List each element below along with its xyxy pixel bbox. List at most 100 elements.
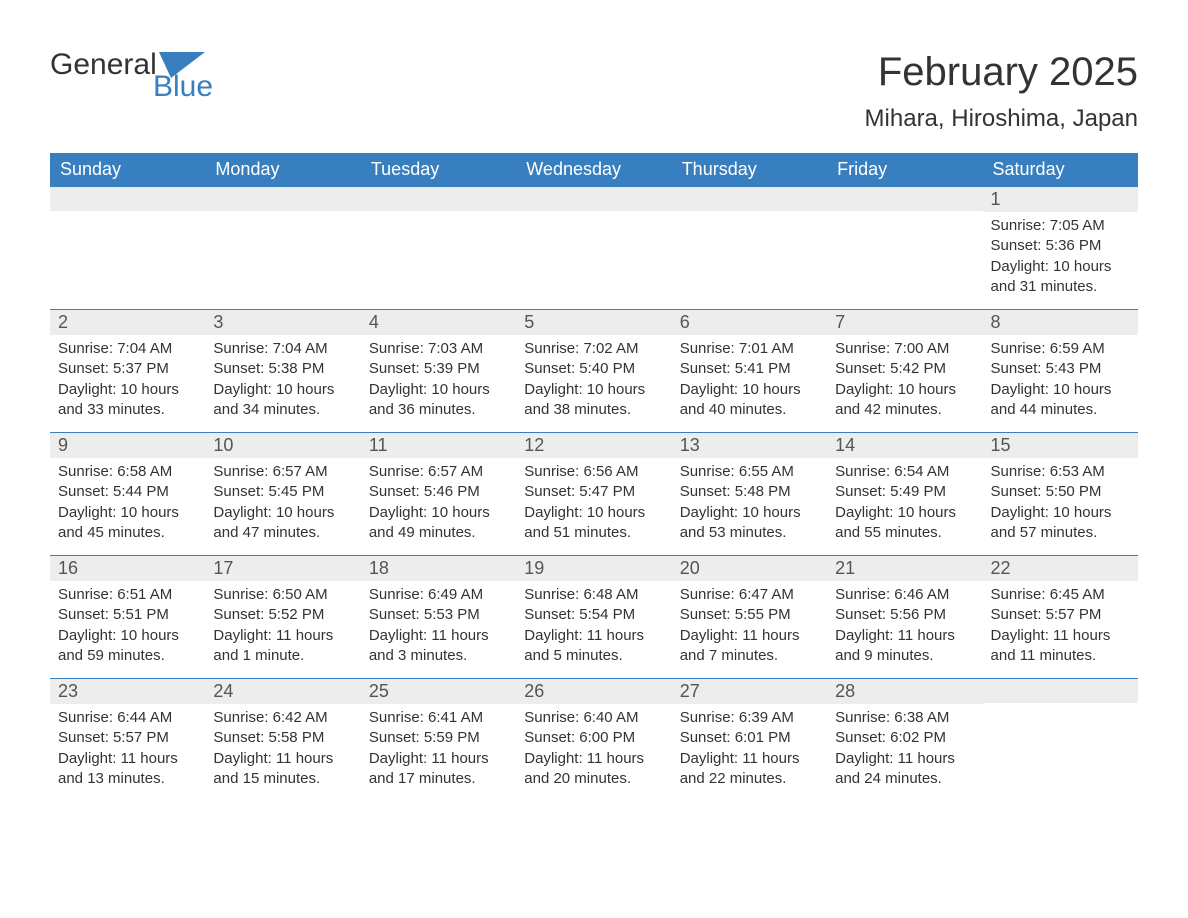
day-number: 27 [672, 679, 827, 704]
daylight2-text: and 36 minutes. [369, 400, 508, 420]
sunset-text: Sunset: 5:43 PM [991, 359, 1130, 379]
calendar-cell [983, 679, 1138, 801]
sunset-text: Sunset: 5:52 PM [213, 605, 352, 625]
sunrise-text: Sunrise: 6:41 AM [369, 708, 508, 728]
calendar-cell [827, 187, 982, 309]
day-number: 24 [205, 679, 360, 704]
daylight1-text: Daylight: 11 hours [680, 626, 819, 646]
sunset-text: Sunset: 5:58 PM [213, 728, 352, 748]
calendar-cell [672, 187, 827, 309]
calendar-cell: 10Sunrise: 6:57 AMSunset: 5:45 PMDayligh… [205, 433, 360, 555]
sunrise-text: Sunrise: 7:03 AM [369, 339, 508, 359]
daylight1-text: Daylight: 11 hours [680, 749, 819, 769]
sunrise-text: Sunrise: 6:54 AM [835, 462, 974, 482]
daylight2-text: and 40 minutes. [680, 400, 819, 420]
calendar-cell: 23Sunrise: 6:44 AMSunset: 5:57 PMDayligh… [50, 679, 205, 801]
daylight1-text: Daylight: 11 hours [835, 626, 974, 646]
week-row: 23Sunrise: 6:44 AMSunset: 5:57 PMDayligh… [50, 678, 1138, 801]
sunset-text: Sunset: 5:39 PM [369, 359, 508, 379]
day-number: 22 [983, 556, 1138, 581]
sunrise-text: Sunrise: 6:59 AM [991, 339, 1130, 359]
sunrise-text: Sunrise: 6:38 AM [835, 708, 974, 728]
header: General Blue February 2025 Mihara, Hiros… [50, 50, 1138, 133]
daylight1-text: Daylight: 10 hours [524, 380, 663, 400]
daylight2-text: and 3 minutes. [369, 646, 508, 666]
daylight2-text: and 15 minutes. [213, 769, 352, 789]
dayname-row: Sunday Monday Tuesday Wednesday Thursday… [50, 153, 1138, 186]
calendar-cell: 21Sunrise: 6:46 AMSunset: 5:56 PMDayligh… [827, 556, 982, 678]
daylight2-text: and 51 minutes. [524, 523, 663, 543]
cell-body: Sunrise: 7:02 AMSunset: 5:40 PMDaylight:… [516, 335, 671, 420]
day-number [205, 187, 360, 211]
daylight1-text: Daylight: 10 hours [680, 380, 819, 400]
cell-body: Sunrise: 6:57 AMSunset: 5:46 PMDaylight:… [361, 458, 516, 543]
sunset-text: Sunset: 5:46 PM [369, 482, 508, 502]
calendar-cell: 8Sunrise: 6:59 AMSunset: 5:43 PMDaylight… [983, 310, 1138, 432]
day-number: 8 [983, 310, 1138, 335]
cell-body: Sunrise: 6:38 AMSunset: 6:02 PMDaylight:… [827, 704, 982, 789]
cell-body: Sunrise: 6:42 AMSunset: 5:58 PMDaylight:… [205, 704, 360, 789]
cell-body: Sunrise: 6:47 AMSunset: 5:55 PMDaylight:… [672, 581, 827, 666]
sunrise-text: Sunrise: 6:48 AM [524, 585, 663, 605]
calendar-cell: 5Sunrise: 7:02 AMSunset: 5:40 PMDaylight… [516, 310, 671, 432]
calendar-cell: 15Sunrise: 6:53 AMSunset: 5:50 PMDayligh… [983, 433, 1138, 555]
daylight1-text: Daylight: 11 hours [524, 626, 663, 646]
sunrise-text: Sunrise: 6:53 AM [991, 462, 1130, 482]
dayname-thu: Thursday [672, 153, 827, 186]
daylight2-text: and 13 minutes. [58, 769, 197, 789]
day-number: 14 [827, 433, 982, 458]
day-number: 23 [50, 679, 205, 704]
daylight1-text: Daylight: 11 hours [213, 749, 352, 769]
day-number [672, 187, 827, 211]
daylight1-text: Daylight: 10 hours [835, 380, 974, 400]
day-number: 4 [361, 310, 516, 335]
calendar-cell: 2Sunrise: 7:04 AMSunset: 5:37 PMDaylight… [50, 310, 205, 432]
day-number [361, 187, 516, 211]
sunrise-text: Sunrise: 6:50 AM [213, 585, 352, 605]
day-number: 13 [672, 433, 827, 458]
sunrise-text: Sunrise: 7:04 AM [213, 339, 352, 359]
calendar-cell: 17Sunrise: 6:50 AMSunset: 5:52 PMDayligh… [205, 556, 360, 678]
sunrise-text: Sunrise: 6:40 AM [524, 708, 663, 728]
daylight2-text: and 42 minutes. [835, 400, 974, 420]
daylight2-text: and 44 minutes. [991, 400, 1130, 420]
sunset-text: Sunset: 5:44 PM [58, 482, 197, 502]
day-number [50, 187, 205, 211]
weeks-container: 1Sunrise: 7:05 AMSunset: 5:36 PMDaylight… [50, 186, 1138, 801]
sunrise-text: Sunrise: 6:56 AM [524, 462, 663, 482]
cell-body: Sunrise: 6:58 AMSunset: 5:44 PMDaylight:… [50, 458, 205, 543]
daylight2-text: and 55 minutes. [835, 523, 974, 543]
daylight1-text: Daylight: 10 hours [58, 626, 197, 646]
sunset-text: Sunset: 5:55 PM [680, 605, 819, 625]
daylight2-text: and 20 minutes. [524, 769, 663, 789]
day-number: 7 [827, 310, 982, 335]
daylight2-text: and 17 minutes. [369, 769, 508, 789]
cell-body: Sunrise: 6:51 AMSunset: 5:51 PMDaylight:… [50, 581, 205, 666]
sunset-text: Sunset: 5:48 PM [680, 482, 819, 502]
calendar-cell: 9Sunrise: 6:58 AMSunset: 5:44 PMDaylight… [50, 433, 205, 555]
calendar-cell: 13Sunrise: 6:55 AMSunset: 5:48 PMDayligh… [672, 433, 827, 555]
sunset-text: Sunset: 5:59 PM [369, 728, 508, 748]
daylight1-text: Daylight: 10 hours [58, 503, 197, 523]
sunset-text: Sunset: 5:57 PM [991, 605, 1130, 625]
daylight2-text: and 59 minutes. [58, 646, 197, 666]
title-block: February 2025 Mihara, Hiroshima, Japan [865, 50, 1138, 133]
calendar-cell [50, 187, 205, 309]
cell-body: Sunrise: 6:46 AMSunset: 5:56 PMDaylight:… [827, 581, 982, 666]
week-row: 16Sunrise: 6:51 AMSunset: 5:51 PMDayligh… [50, 555, 1138, 678]
day-number [516, 187, 671, 211]
dayname-wed: Wednesday [516, 153, 671, 186]
sunrise-text: Sunrise: 6:51 AM [58, 585, 197, 605]
daylight1-text: Daylight: 10 hours [213, 380, 352, 400]
logo-text-1: General [50, 50, 157, 80]
dayname-fri: Friday [827, 153, 982, 186]
sunset-text: Sunset: 5:50 PM [991, 482, 1130, 502]
daylight1-text: Daylight: 10 hours [213, 503, 352, 523]
cell-body: Sunrise: 6:54 AMSunset: 5:49 PMDaylight:… [827, 458, 982, 543]
day-number: 6 [672, 310, 827, 335]
daylight2-text: and 31 minutes. [991, 277, 1130, 297]
cell-body: Sunrise: 6:53 AMSunset: 5:50 PMDaylight:… [983, 458, 1138, 543]
daylight2-text: and 5 minutes. [524, 646, 663, 666]
day-number: 21 [827, 556, 982, 581]
daylight2-text: and 57 minutes. [991, 523, 1130, 543]
